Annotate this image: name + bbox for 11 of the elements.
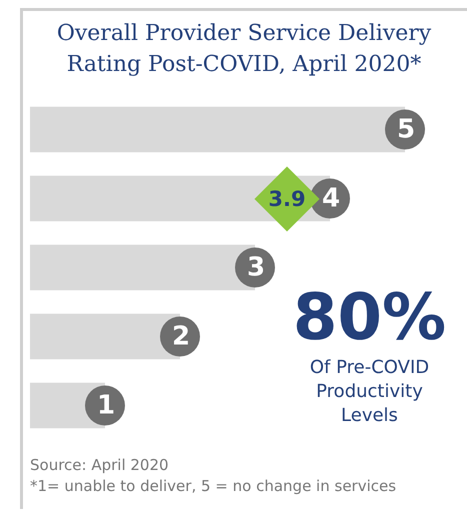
annotation: 3.9 — [267, 186, 307, 212]
data-label: 2 — [172, 321, 190, 352]
annotation: Of Pre-COVID Productivity Levels — [308, 356, 430, 428]
source-note: Source: April 2020 — [30, 455, 170, 476]
data-label: 3 — [246, 252, 266, 282]
text: *1= unable to deliver, 5 = no change in services — [30, 476, 396, 497]
data-label: 4 — [322, 183, 340, 214]
data-label: 5 — [396, 114, 416, 144]
data-label: 1 — [96, 390, 116, 420]
chart-title: Overall Provider Service Delivery Rating Post-COVID, April 2020* — [56, 20, 432, 79]
annotation: 80% — [292, 280, 448, 356]
